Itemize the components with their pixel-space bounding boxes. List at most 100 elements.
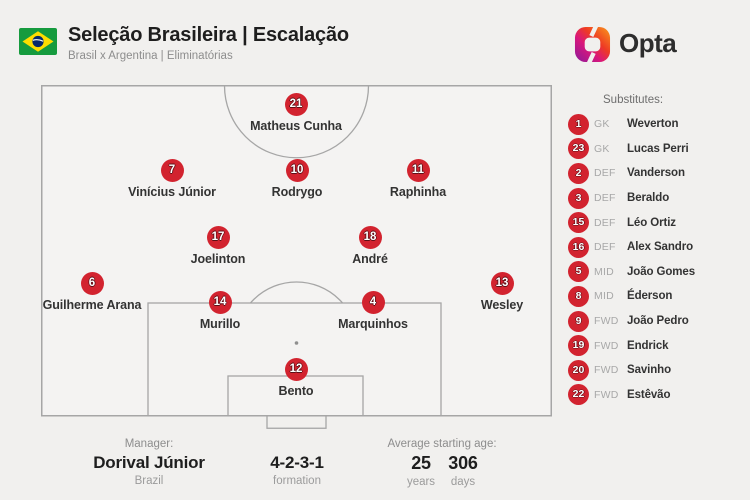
age-years-column: 25 years bbox=[401, 453, 441, 488]
player-number-badge: 6 bbox=[80, 272, 104, 295]
player-marker: 10 Rodrygo bbox=[232, 159, 362, 199]
substitute-name: Estêvão bbox=[627, 388, 671, 401]
substitute-number-badge: 23 bbox=[568, 138, 589, 160]
substitute-row: 9 FWD João Pedro bbox=[568, 309, 744, 334]
age-years-value: 25 bbox=[411, 453, 431, 473]
age-years-label: years bbox=[406, 476, 436, 488]
substitute-number-badge: 8 bbox=[568, 285, 589, 307]
substitute-name: Éderson bbox=[627, 290, 673, 303]
player-name: Rodrygo bbox=[271, 185, 323, 199]
substitute-position: FWD bbox=[594, 388, 619, 401]
substitute-row: 19 FWD Endrick bbox=[568, 333, 744, 358]
match-subtitle: Brasil x Argentina | Eliminatórias bbox=[68, 50, 233, 62]
substitute-name: Beraldo bbox=[627, 192, 670, 205]
average-age-label: Average starting age: bbox=[387, 438, 497, 450]
opta-logo-icon bbox=[574, 26, 611, 63]
substitute-position: DEF bbox=[594, 192, 616, 205]
substitute-number-badge: 20 bbox=[568, 359, 589, 381]
substitute-number-badge: 15 bbox=[568, 212, 589, 234]
substitute-row: 1 GK Weverton bbox=[568, 112, 744, 137]
substitute-position: DEF bbox=[594, 241, 616, 254]
substitute-name: Alex Sandro bbox=[627, 241, 694, 254]
substitute-number-badge: 16 bbox=[568, 236, 589, 258]
player-number-badge: 7 bbox=[160, 159, 184, 182]
player-name: Raphinha bbox=[389, 185, 447, 199]
player-marker: 13 Wesley bbox=[437, 272, 567, 312]
player-marker: 14 Murillo bbox=[155, 291, 285, 331]
substitute-row: 22 FWD Estêvão bbox=[568, 383, 744, 408]
player-name: Bento bbox=[278, 384, 314, 398]
player-marker: 17 Joelinton bbox=[153, 226, 283, 266]
player-number-badge: 12 bbox=[284, 358, 308, 381]
substitute-position: MID bbox=[594, 265, 614, 278]
brand-name: Opta bbox=[619, 28, 677, 58]
substitute-row: 5 MID João Gomes bbox=[568, 260, 744, 285]
brazil-flag-icon bbox=[19, 28, 57, 55]
player-marker: 21 Matheus Cunha bbox=[231, 93, 361, 133]
player-number-badge: 21 bbox=[284, 93, 308, 116]
substitute-number-badge: 5 bbox=[568, 261, 589, 283]
goal-box bbox=[266, 415, 327, 429]
substitute-position: DEF bbox=[594, 167, 616, 180]
player-marker: 18 André bbox=[305, 226, 435, 266]
substitute-position: FWD bbox=[594, 364, 619, 377]
substitute-position: MID bbox=[594, 290, 614, 303]
centre-circle bbox=[223, 85, 370, 159]
player-marker: 6 Guilherme Arana bbox=[27, 272, 157, 312]
substitute-row: 16 DEF Alex Sandro bbox=[568, 235, 744, 260]
header: Seleção Brasileira | Escalação Brasil x … bbox=[19, 24, 349, 62]
average-age-block: Average starting age: 25 years 306 days bbox=[377, 438, 507, 488]
manager-label: Manager: bbox=[124, 438, 174, 450]
page-title: Seleção Brasileira | Escalação bbox=[68, 24, 349, 46]
substitute-name: João Pedro bbox=[627, 315, 689, 328]
opta-brand: Opta bbox=[574, 26, 677, 63]
substitute-number-badge: 2 bbox=[568, 162, 589, 184]
substitute-name: Weverton bbox=[627, 118, 679, 131]
player-number-badge: 11 bbox=[406, 159, 430, 182]
manager-country: Brazil bbox=[134, 475, 164, 487]
player-marker: 4 Marquinhos bbox=[308, 291, 438, 331]
substitute-number-badge: 9 bbox=[568, 310, 589, 332]
substitute-row: 8 MID Éderson bbox=[568, 284, 744, 309]
substitute-row: 2 DEF Vanderson bbox=[568, 161, 744, 186]
substitute-position: GK bbox=[594, 142, 610, 155]
player-name: Matheus Cunha bbox=[250, 119, 342, 133]
substitutes-heading: Substitutes: bbox=[603, 94, 664, 106]
title-block: Seleção Brasileira | Escalação Brasil x … bbox=[68, 24, 349, 62]
substitutes-list: 1 GK Weverton 23 GK Lucas Perri 2 DEF Va… bbox=[568, 112, 744, 407]
substitute-number-badge: 3 bbox=[568, 187, 589, 209]
substitute-number-badge: 1 bbox=[568, 113, 589, 135]
age-days-value: 306 bbox=[448, 453, 478, 473]
substitute-position: FWD bbox=[594, 315, 619, 328]
substitute-name: Léo Ortiz bbox=[627, 216, 676, 229]
player-number-badge: 14 bbox=[208, 291, 232, 314]
substitute-row: 20 FWD Savinho bbox=[568, 358, 744, 383]
player-number-badge: 4 bbox=[361, 291, 385, 314]
age-columns: 25 years 306 days bbox=[377, 453, 507, 488]
substitute-number-badge: 19 bbox=[568, 335, 589, 357]
manager-name: Dorival Júnior bbox=[93, 453, 205, 472]
substitute-position: FWD bbox=[594, 339, 619, 352]
player-number-badge: 13 bbox=[490, 272, 514, 295]
player-name: Wesley bbox=[480, 298, 524, 312]
player-name: Marquinhos bbox=[338, 317, 408, 331]
player-number-badge: 17 bbox=[206, 226, 230, 249]
formation-spacer bbox=[247, 438, 347, 452]
penalty-arc bbox=[249, 281, 344, 303]
age-days-label: days bbox=[450, 476, 476, 488]
penalty-spot bbox=[294, 341, 299, 345]
player-marker: 12 Bento bbox=[231, 358, 361, 398]
substitute-row: 3 DEF Beraldo bbox=[568, 186, 744, 211]
formation-label: formation bbox=[273, 475, 321, 487]
player-name: Vinícius Júnior bbox=[128, 185, 216, 199]
player-name: Murillo bbox=[199, 317, 241, 331]
player-name: Guilherme Arana bbox=[42, 298, 142, 312]
formation-block: 4-2-3-1 formation bbox=[247, 438, 347, 487]
substitute-name: Savinho bbox=[627, 364, 672, 377]
substitute-row: 15 DEF Léo Ortiz bbox=[568, 210, 744, 235]
substitute-name: João Gomes bbox=[627, 265, 696, 278]
substitute-name: Lucas Perri bbox=[627, 142, 689, 155]
substitute-row: 23 GK Lucas Perri bbox=[568, 137, 744, 162]
player-number-badge: 18 bbox=[358, 226, 382, 249]
